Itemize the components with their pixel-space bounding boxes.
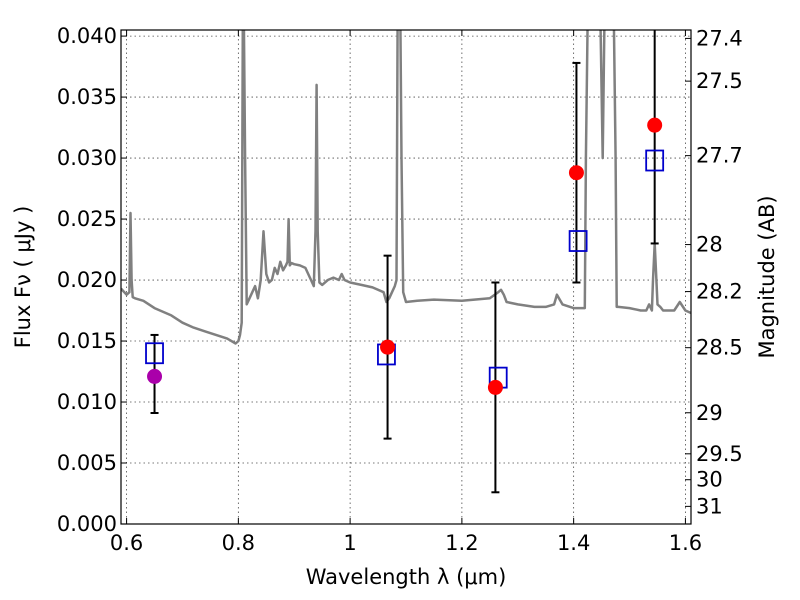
x-tick-label: 1: [343, 531, 356, 555]
observed-flux-point: [380, 339, 396, 355]
tick-layer: 0.6 0.8 1 1.2 1.4 1.6 0.000 0.005 0.010 0.015 0.02…: [57, 24, 743, 555]
y-tick-label: 0.025: [57, 207, 117, 231]
y-tick-label: 0.015: [57, 329, 117, 353]
model-photometry-square: [645, 149, 665, 172]
mag-tick-label: 27.7: [696, 144, 743, 168]
grid: [121, 30, 691, 525]
mag-tick-label: 30: [696, 468, 723, 492]
y-tick-label: 0.020: [57, 268, 117, 292]
y-tick-label: 0.010: [57, 390, 117, 414]
y-tick-label: 0.035: [57, 85, 117, 109]
y-tick-label: 0.030: [57, 146, 117, 170]
model-photometry-square: [568, 230, 588, 252]
y-axis-label: Flux Fν ( μJy ): [11, 206, 35, 349]
observed-flux-point: [568, 165, 584, 181]
x-tick-label: 1.2: [445, 531, 478, 555]
observed-flux-point: [487, 379, 503, 395]
mag-tick-label: 28.5: [696, 336, 743, 360]
y-tick-label: 0.000: [57, 512, 117, 536]
mag-tick-label: 29: [696, 401, 723, 425]
mag-tick-label: 31: [696, 494, 723, 518]
model-sed-line: [121, 30, 691, 345]
model-sed-layer: [121, 30, 691, 345]
y-tick-label: 0.005: [57, 451, 117, 475]
y2-axis-label: Magnitude (AB): [755, 195, 779, 358]
y-tick-label: 0.040: [57, 24, 117, 48]
optical-flux-point: [147, 368, 163, 384]
x-tick-label: 1.6: [669, 531, 702, 555]
mag-tick-label: 28: [696, 233, 723, 257]
mag-tick-label: 27.5: [696, 69, 743, 93]
mag-tick-label: 27.4: [696, 26, 743, 50]
plot-frame: [120, 29, 692, 525]
x-tick-label: 0.8: [222, 531, 255, 555]
x-axis-label: Wavelength λ (μm): [306, 565, 507, 589]
data-points-layer: [145, 30, 665, 494]
observed-flux-point: [647, 117, 663, 133]
model-photometry-square: [145, 342, 164, 365]
mag-tick-label: 29.5: [696, 442, 743, 466]
x-tick-label: 1.4: [557, 531, 590, 555]
x-tick-label: 0.6: [110, 531, 143, 555]
mag-tick-label: 28.2: [696, 280, 743, 304]
